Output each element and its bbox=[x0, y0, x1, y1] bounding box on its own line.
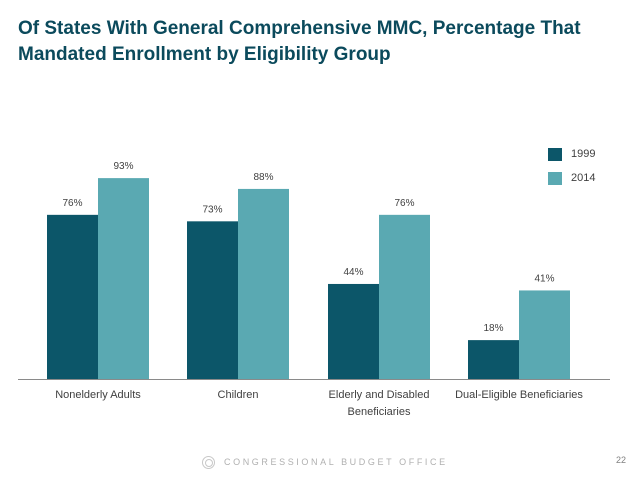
category-label-elderly-and-disabled-beneficiaries: Elderly and Disabled Beneficiaries bbox=[328, 389, 430, 418]
bar-elderly-and-disabled-beneficiaries-2014 bbox=[379, 214, 430, 379]
data-label-children-1999: 73% bbox=[202, 204, 222, 215]
bar-children-1999 bbox=[187, 221, 238, 379]
page-number: 22 bbox=[615, 455, 626, 465]
data-label-nonelderly-adults-2014: 93% bbox=[113, 161, 133, 172]
bar-dual-eligible-beneficiaries-2014 bbox=[519, 290, 570, 379]
data-label-elderly-and-disabled-beneficiaries-1999: 44% bbox=[343, 267, 363, 278]
chart-title-line-1: Of States With General Comprehensive MMC… bbox=[18, 18, 581, 39]
category-label-children: Children bbox=[217, 389, 259, 401]
bar-dual-eligible-beneficiaries-1999 bbox=[468, 340, 519, 379]
bar-nonelderly-adults-1999 bbox=[47, 214, 98, 379]
footer: CONGRESSIONAL BUDGET OFFICE bbox=[0, 456, 638, 474]
data-label-children-2014: 88% bbox=[253, 172, 273, 183]
legend-label-1999: 1999 bbox=[571, 148, 596, 160]
data-label-elderly-and-disabled-beneficiaries-2014: 76% bbox=[394, 198, 414, 209]
cbo-logo-icon bbox=[202, 456, 215, 469]
footer-org-name: CONGRESSIONAL BUDGET OFFICE bbox=[224, 457, 448, 467]
legend-swatch-1999 bbox=[548, 148, 562, 161]
category-label-dual-eligible-beneficiaries: Dual-Eligible Beneficiaries bbox=[455, 389, 583, 401]
category-label-nonelderly-adults: Nonelderly Adults bbox=[55, 389, 141, 401]
data-label-dual-eligible-beneficiaries-2014: 41% bbox=[534, 273, 554, 284]
legend-swatch-2014 bbox=[548, 172, 562, 185]
bar-children-2014 bbox=[238, 188, 289, 379]
data-label-nonelderly-adults-1999: 76% bbox=[62, 198, 82, 209]
chart-title: Of States With General Comprehensive MMC… bbox=[18, 16, 618, 68]
legend-label-2014: 2014 bbox=[571, 172, 596, 184]
data-label-dual-eligible-beneficiaries-1999: 18% bbox=[483, 323, 503, 334]
bar-elderly-and-disabled-beneficiaries-1999 bbox=[328, 283, 379, 379]
bar-nonelderly-adults-2014 bbox=[98, 178, 149, 379]
chart-title-line-2: Mandated Enrollment by Eligibility Group bbox=[18, 44, 391, 65]
